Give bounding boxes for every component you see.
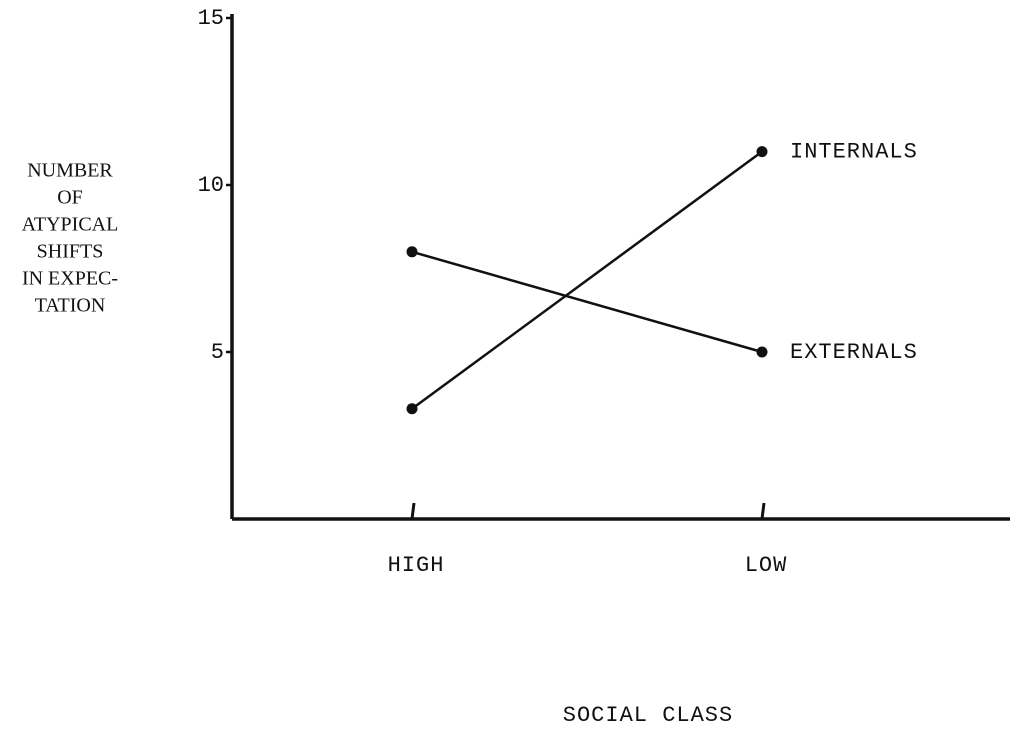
y-axis-label: NUMBER <box>27 160 113 182</box>
y-tick-label: 10 <box>198 173 224 198</box>
y-axis-label: SHIFTS <box>37 241 104 263</box>
data-point <box>406 403 418 415</box>
data-point <box>756 146 768 158</box>
series-line <box>411 150 763 410</box>
data-point <box>406 246 418 258</box>
series-line <box>411 250 763 354</box>
x-tick <box>760 502 766 520</box>
series-label: EXTERNALS <box>790 340 918 365</box>
y-tick-label: 15 <box>198 6 224 31</box>
series-label: INTERNALS <box>790 139 918 164</box>
y-tick-label: 5 <box>211 340 224 365</box>
data-point <box>756 346 768 358</box>
x-tick-label: HIGH <box>388 553 445 578</box>
x-tick <box>410 502 416 520</box>
x-tick-label: LOW <box>745 553 788 578</box>
x-axis-label: SOCIAL CLASS <box>563 703 733 728</box>
y-axis-label: TATION <box>35 295 106 317</box>
y-axis-label: ATYPICAL <box>22 214 119 236</box>
y-axis-label: OF <box>57 187 83 209</box>
y-axis-label: IN EXPEC- <box>22 268 118 290</box>
